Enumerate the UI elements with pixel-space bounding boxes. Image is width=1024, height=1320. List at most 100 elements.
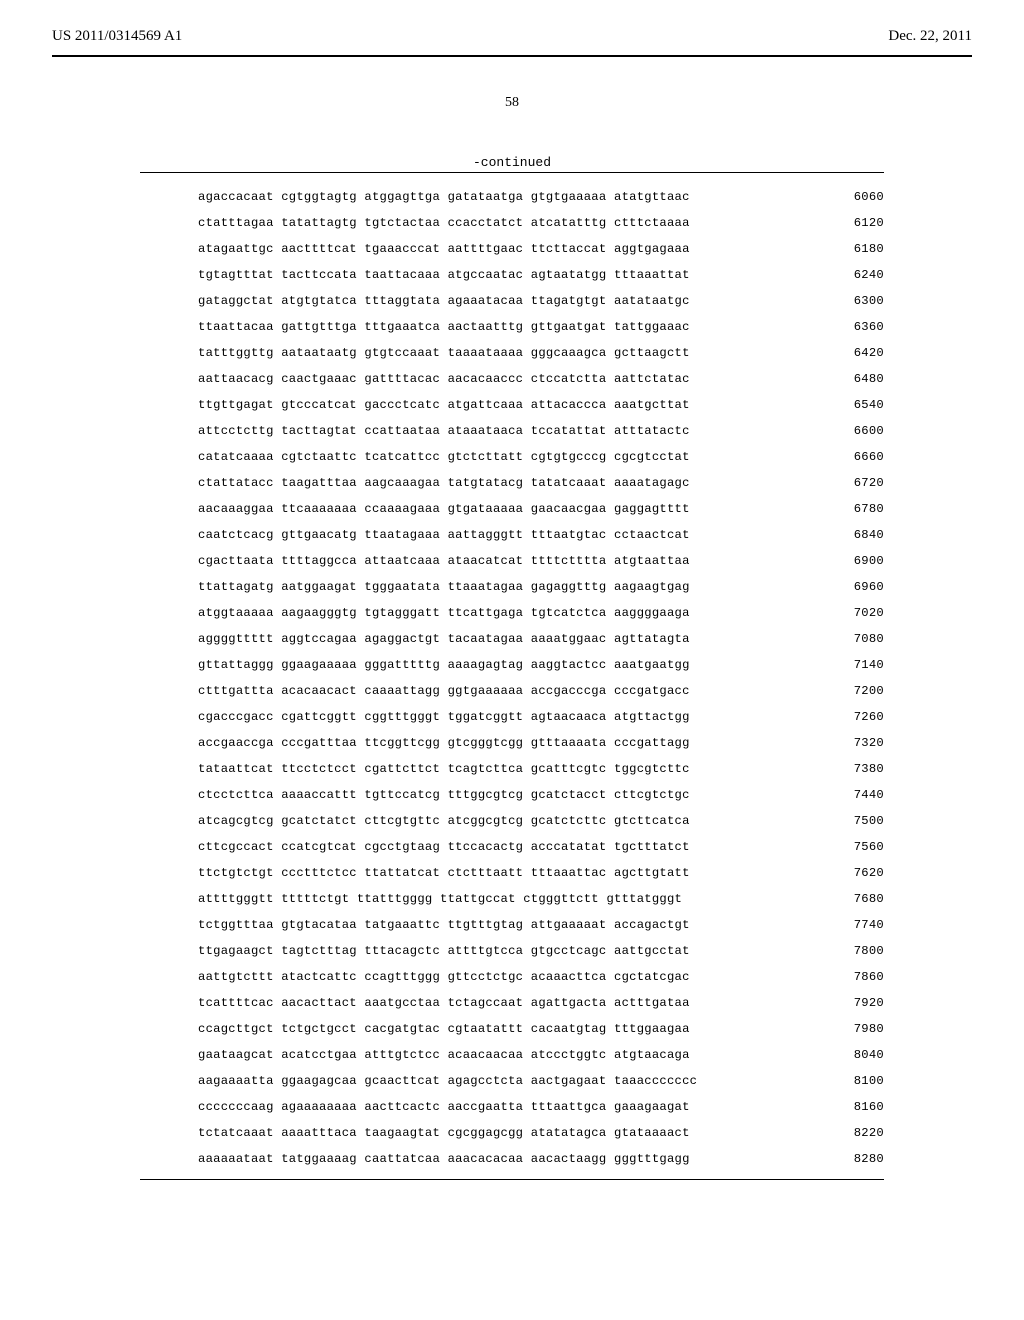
sequence-row: aattgtcttt atactcattc ccagtttggg gttcctc… [198, 971, 884, 983]
sequence-position: 7800 [824, 945, 884, 957]
sequence-position: 7200 [824, 685, 884, 697]
sequence-text: ctattatacc taagatttaa aagcaaagaa tatgtat… [198, 477, 690, 489]
sequence-text: aattgtcttt atactcattc ccagtttggg gttcctc… [198, 971, 690, 983]
sequence-text: aggggttttt aggtccagaa agaggactgt tacaata… [198, 633, 690, 645]
sequence-position: 7920 [824, 997, 884, 1009]
sequence-row: gaataagcat acatcctgaa atttgtctcc acaacaa… [198, 1049, 884, 1061]
sequence-row: aattaacacg caactgaaac gattttacac aacacaa… [198, 373, 884, 385]
sequence-row: attttgggtt tttttctgt ttatttgggg ttattgcc… [198, 893, 884, 905]
continued-label: -continued [0, 155, 1024, 170]
sequence-row: aacaaaggaa ttcaaaaaaa ccaaaagaaa gtgataa… [198, 503, 884, 515]
sequence-position: 7500 [824, 815, 884, 827]
sequence-position: 6780 [824, 503, 884, 515]
sequence-row: cttcgccact ccatcgtcat cgcctgtaag ttccaca… [198, 841, 884, 853]
sequence-text: ctcctcttca aaaaccattt tgttccatcg tttggcg… [198, 789, 690, 801]
sequence-row: tataattcat ttcctctcct cgattcttct tcagtct… [198, 763, 884, 775]
sequence-text: tcattttcac aacacttact aaatgcctaa tctagcc… [198, 997, 690, 1009]
sequence-row: ttattagatg aatggaagat tgggaatata ttaaata… [198, 581, 884, 593]
sequence-text: aattaacacg caactgaaac gattttacac aacacaa… [198, 373, 690, 385]
sequence-row: tgtagtttat tacttccata taattacaaa atgccaa… [198, 269, 884, 281]
sequence-position: 6600 [824, 425, 884, 437]
sequence-text: catatcaaaa cgtctaattc tcatcattcc gtctctt… [198, 451, 690, 463]
sequence-position: 7860 [824, 971, 884, 983]
sequence-row: caatctcacg gttgaacatg ttaatagaaa aattagg… [198, 529, 884, 541]
sequence-text: ttgagaagct tagtctttag tttacagctc attttgt… [198, 945, 690, 957]
sequence-position: 8040 [824, 1049, 884, 1061]
sequence-row: ccagcttgct tctgctgcct cacgatgtac cgtaata… [198, 1023, 884, 1035]
sequence-text: tctggtttaa gtgtacataa tatgaaattc ttgtttg… [198, 919, 690, 931]
sequence-row: aaaaaataat tatggaaaag caattatcaa aaacaca… [198, 1153, 884, 1165]
sequence-row: atcagcgtcg gcatctatct cttcgtgttc atcggcg… [198, 815, 884, 827]
sequence-position: 6720 [824, 477, 884, 489]
sequence-row: tctatcaaat aaaatttaca taagaagtat cgcggag… [198, 1127, 884, 1139]
sequence-listing: agaccacaat cgtggtagtg atggagttga gatataa… [198, 191, 884, 1165]
sequence-text: gaataagcat acatcctgaa atttgtctcc acaacaa… [198, 1049, 690, 1061]
sequence-row: tatttggttg aataataatg gtgtccaaat taaaata… [198, 347, 884, 359]
sequence-row: accgaaccga cccgatttaa ttcggttcgg gtcgggt… [198, 737, 884, 749]
sequence-text: cccccccaag agaaaaaaaa aacttcactc aaccgaa… [198, 1101, 690, 1113]
sequence-row: tcattttcac aacacttact aaatgcctaa tctagcc… [198, 997, 884, 1009]
sequence-text: gttattaggg ggaagaaaaa gggatttttg aaaagag… [198, 659, 690, 671]
sequence-text: tgtagtttat tacttccata taattacaaa atgccaa… [198, 269, 690, 281]
sequence-position: 6540 [824, 399, 884, 411]
sequence-row: ctcctcttca aaaaccattt tgttccatcg tttggcg… [198, 789, 884, 801]
sequence-row: atagaattgc aacttttcat tgaaacccat aattttg… [198, 243, 884, 255]
sequence-position: 6240 [824, 269, 884, 281]
sequence-text: ttattagatg aatggaagat tgggaatata ttaaata… [198, 581, 690, 593]
sequence-position: 7560 [824, 841, 884, 853]
sequence-row: aggggttttt aggtccagaa agaggactgt tacaata… [198, 633, 884, 645]
sequence-text: tatttggttg aataataatg gtgtccaaat taaaata… [198, 347, 690, 359]
sequence-row: agaccacaat cgtggtagtg atggagttga gatataa… [198, 191, 884, 203]
sequence-row: cgacccgacc cgattcggtt cggtttgggt tggatcg… [198, 711, 884, 723]
sequence-row: attcctcttg tacttagtat ccattaataa ataaata… [198, 425, 884, 437]
publication-number: US 2011/0314569 A1 [52, 28, 182, 45]
sequence-position: 6660 [824, 451, 884, 463]
sequence-text: ttgttgagat gtcccatcat gaccctcatc atgattc… [198, 399, 690, 411]
sequence-text: cttcgccact ccatcgtcat cgcctgtaag ttccaca… [198, 841, 690, 853]
sequence-position: 8100 [824, 1075, 884, 1087]
sequence-row: gataggctat atgtgtatca tttaggtata agaaata… [198, 295, 884, 307]
sequence-text: tataattcat ttcctctcct cgattcttct tcagtct… [198, 763, 690, 775]
sequence-position: 7020 [824, 607, 884, 619]
sequence-position: 6420 [824, 347, 884, 359]
sequence-row: ctattatacc taagatttaa aagcaaagaa tatgtat… [198, 477, 884, 489]
sequence-position: 6180 [824, 243, 884, 255]
sequence-position: 7380 [824, 763, 884, 775]
sequence-position: 6300 [824, 295, 884, 307]
sequence-text: caatctcacg gttgaacatg ttaatagaaa aattagg… [198, 529, 690, 541]
sequence-text: ttctgtctgt ccctttctcc ttattatcat ctcttta… [198, 867, 690, 879]
sequence-row: ttaattacaa gattgtttga tttgaaatca aactaat… [198, 321, 884, 333]
publication-date: Dec. 22, 2011 [888, 28, 972, 45]
sequence-row: tctggtttaa gtgtacataa tatgaaattc ttgtttg… [198, 919, 884, 931]
sequence-position: 6360 [824, 321, 884, 333]
sequence-position: 8160 [824, 1101, 884, 1113]
sequence-position: 6120 [824, 217, 884, 229]
sequence-row: cgacttaata ttttaggcca attaatcaaa ataacat… [198, 555, 884, 567]
sequence-text: aaaaaataat tatggaaaag caattatcaa aaacaca… [198, 1153, 690, 1165]
sequence-row: aagaaaatta ggaagagcaa gcaacttcat agagcct… [198, 1075, 884, 1087]
sequence-position: 8220 [824, 1127, 884, 1139]
sequence-position: 7140 [824, 659, 884, 671]
sequence-position: 7740 [824, 919, 884, 931]
sequence-position: 6900 [824, 555, 884, 567]
sequence-text: accgaaccga cccgatttaa ttcggttcgg gtcgggt… [198, 737, 690, 749]
sequence-text: atggtaaaaa aagaagggtg tgtagggatt ttcattg… [198, 607, 690, 619]
sequence-text: cgacttaata ttttaggcca attaatcaaa ataacat… [198, 555, 690, 567]
sequence-row: ttgttgagat gtcccatcat gaccctcatc atgattc… [198, 399, 884, 411]
sequence-position: 7680 [824, 893, 884, 905]
sequence-text: aagaaaatta ggaagagcaa gcaacttcat agagcct… [198, 1075, 697, 1087]
sequence-text: tctatcaaat aaaatttaca taagaagtat cgcggag… [198, 1127, 690, 1139]
sequence-position: 7320 [824, 737, 884, 749]
sequence-position: 6480 [824, 373, 884, 385]
sequence-row: ttgagaagct tagtctttag tttacagctc attttgt… [198, 945, 884, 957]
sequence-position: 7620 [824, 867, 884, 879]
sequence-text: atcagcgtcg gcatctatct cttcgtgttc atcggcg… [198, 815, 690, 827]
sequence-position: 7080 [824, 633, 884, 645]
seq-rule-top [140, 172, 884, 173]
sequence-position: 7980 [824, 1023, 884, 1035]
sequence-text: gataggctat atgtgtatca tttaggtata agaaata… [198, 295, 690, 307]
sequence-position: 7260 [824, 711, 884, 723]
sequence-text: cgacccgacc cgattcggtt cggtttgggt tggatcg… [198, 711, 690, 723]
sequence-row: cccccccaag agaaaaaaaa aacttcactc aaccgaa… [198, 1101, 884, 1113]
sequence-position: 6840 [824, 529, 884, 541]
